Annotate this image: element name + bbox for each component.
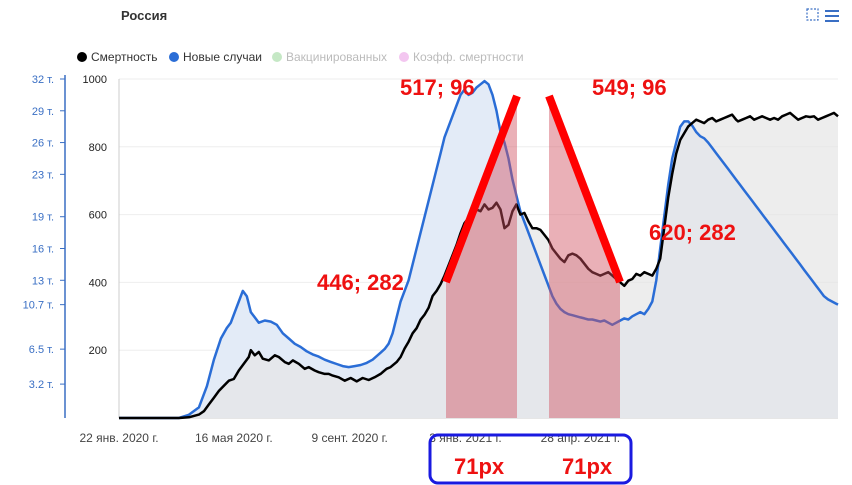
select-square-icon[interactable] bbox=[806, 8, 819, 21]
y-left-tick-label: 10.7 т. bbox=[23, 300, 54, 312]
red-line-left bbox=[442, 94, 521, 284]
legend-marker bbox=[77, 52, 87, 62]
legend-marker bbox=[169, 52, 179, 62]
legend-marker bbox=[272, 52, 282, 62]
y-left-tick-label: 26 т. bbox=[32, 138, 54, 150]
pixel-measure-box bbox=[428, 433, 633, 485]
annotation-620-282: 620; 282 bbox=[649, 220, 736, 245]
y-left-tick-label: 23 т. bbox=[32, 169, 54, 181]
x-ticks: 22 янв. 2020 г. 16 мая 2020 г. 9 сент. 202… bbox=[79, 431, 620, 445]
red-band-left bbox=[446, 96, 517, 418]
series-layer bbox=[119, 79, 839, 420]
x-tick-label: 16 мая 2020 г. bbox=[195, 431, 273, 445]
y-right-tick-label: 200 bbox=[89, 345, 107, 357]
y-left-tick-label: 29 т. bbox=[32, 106, 54, 118]
x-tick-label: 9 сент. 2020 г. bbox=[311, 431, 387, 445]
y-left-ticks: 32 т. 29 т. 26 т. 23 т. 19 т. 16 т. 13 т. 10.7 … bbox=[23, 74, 65, 391]
chart-title: Россия bbox=[121, 8, 167, 23]
y-right-tick-label: 1000 bbox=[83, 74, 107, 86]
annotation-517-96: 517; 96 bbox=[400, 75, 475, 100]
y-right-tick-label: 600 bbox=[89, 210, 107, 222]
series-area-1 bbox=[119, 112, 838, 419]
red-line-right bbox=[545, 94, 624, 284]
y-right-tick-label: 400 bbox=[89, 277, 107, 289]
legend-label: Смертность bbox=[91, 50, 158, 64]
series-line-0[interactable] bbox=[119, 79, 839, 420]
box-label-right: 71px bbox=[562, 454, 613, 479]
y-left-tick-label: 3.2 т. bbox=[29, 379, 54, 391]
legend-label: Новые случаи bbox=[183, 50, 262, 64]
box-label-left: 71px bbox=[454, 454, 505, 479]
red-band-right bbox=[549, 96, 620, 418]
x-tick-label: 22 янв. 2020 г. bbox=[79, 431, 158, 445]
y-left-tick-label: 16 т. bbox=[32, 244, 54, 256]
legend-label: Коэфф. смертности bbox=[413, 50, 524, 64]
series-line-1[interactable] bbox=[119, 111, 839, 420]
y-left-tick-label: 6.5 т. bbox=[29, 344, 54, 356]
legend-item-2[interactable]: Вакцинированных bbox=[272, 50, 387, 64]
annotation-549-96: 549; 96 bbox=[592, 75, 667, 100]
legend-label: Вакцинированных bbox=[286, 50, 387, 64]
legend-item-3[interactable]: Коэфф. смертности bbox=[399, 50, 524, 64]
legend-item-1[interactable]: Новые случаи bbox=[169, 50, 262, 64]
y-left-tick-label: 13 т. bbox=[32, 275, 54, 287]
hamburger-menu-icon[interactable] bbox=[825, 10, 839, 22]
y-right-tick-label: 800 bbox=[89, 142, 107, 154]
overlay bbox=[442, 94, 624, 418]
y-right-ticks: 1000 800 600 400 200 bbox=[83, 74, 107, 357]
y-left-tick-label: 19 т. bbox=[32, 212, 54, 224]
y-left-tick-label: 32 т. bbox=[32, 74, 54, 86]
legend-marker bbox=[399, 52, 409, 62]
annotation-446-282: 446; 282 bbox=[317, 270, 404, 295]
legend: Смертность Новые случаи Вакцинированных Коэ… bbox=[77, 50, 524, 64]
legend-item-0[interactable]: Смертность bbox=[77, 50, 158, 64]
